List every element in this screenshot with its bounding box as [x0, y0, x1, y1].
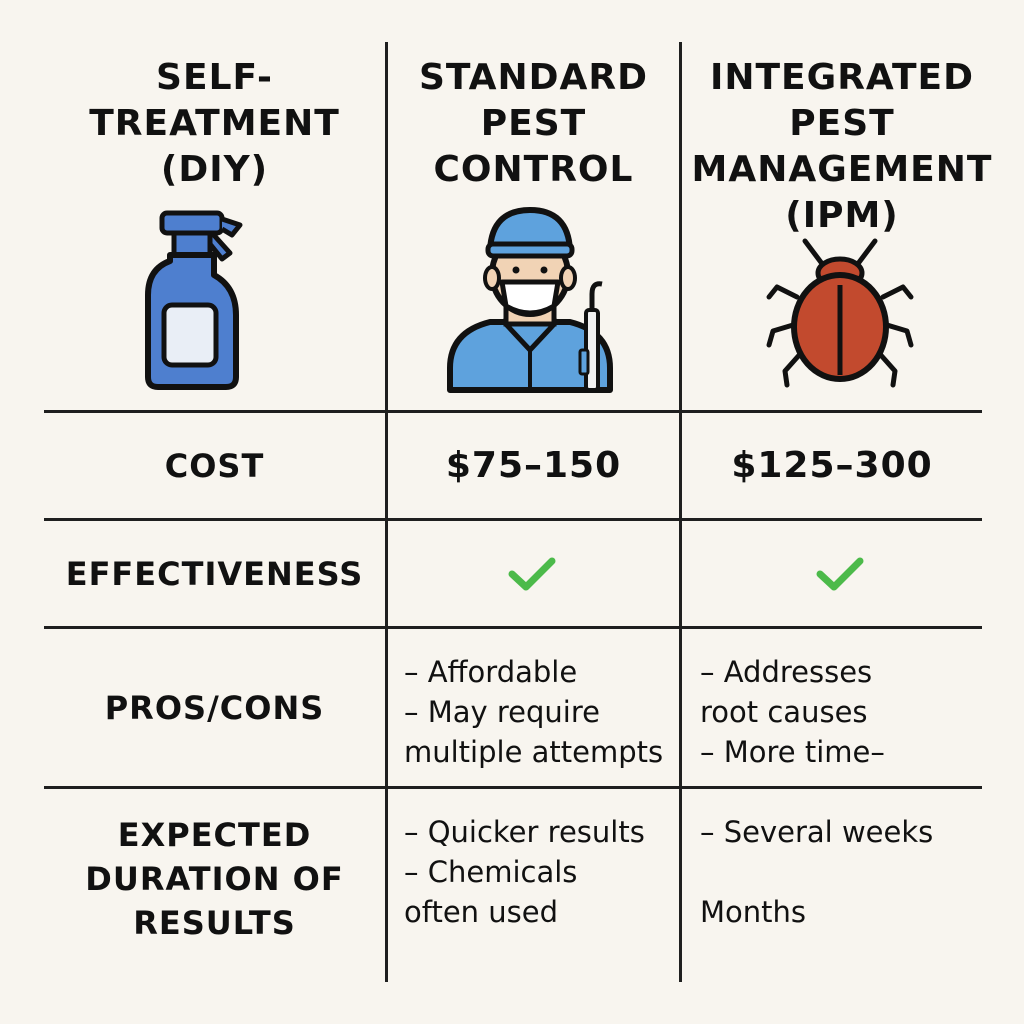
divider-vertical-1 [385, 42, 388, 982]
divider-vertical-2 [679, 42, 682, 982]
cost-ipm: $125–300 [731, 445, 933, 486]
duration-ipm: – Several weeks Months [700, 815, 934, 929]
pros-cons-standard: – Affordable – May require multiple atte… [404, 655, 664, 769]
row-label-duration: EXPECTED DURATION OF RESULTS [85, 816, 344, 942]
check-icon [508, 556, 556, 596]
column-header-ipm: INTEGRATED PEST MANAGEMENT (IPM) [691, 57, 993, 236]
bug-icon [765, 235, 915, 390]
column-header-diy: SELF- TREATMENT (DIY) [89, 57, 340, 190]
spray-bottle-icon [140, 205, 250, 395]
divider-horizontal-4 [44, 786, 982, 789]
cost-standard: $75–150 [445, 445, 622, 486]
duration-standard: – Quicker results – Chemicals often used [404, 815, 645, 929]
pest-technician-icon [440, 200, 620, 395]
divider-horizontal-2 [44, 518, 982, 521]
pros-cons-ipm: – Addresses root causes – More time– [700, 655, 885, 769]
column-header-standard: STANDARD PEST CONTROL [418, 57, 649, 190]
row-label-effectiveness: EFFECTIVENESS [65, 554, 364, 593]
check-icon [816, 556, 864, 596]
row-label-cost: COST [164, 446, 265, 485]
row-label-pros-cons: PROS/CONS [104, 688, 325, 727]
divider-horizontal-1 [44, 410, 982, 413]
divider-horizontal-3 [44, 626, 982, 629]
